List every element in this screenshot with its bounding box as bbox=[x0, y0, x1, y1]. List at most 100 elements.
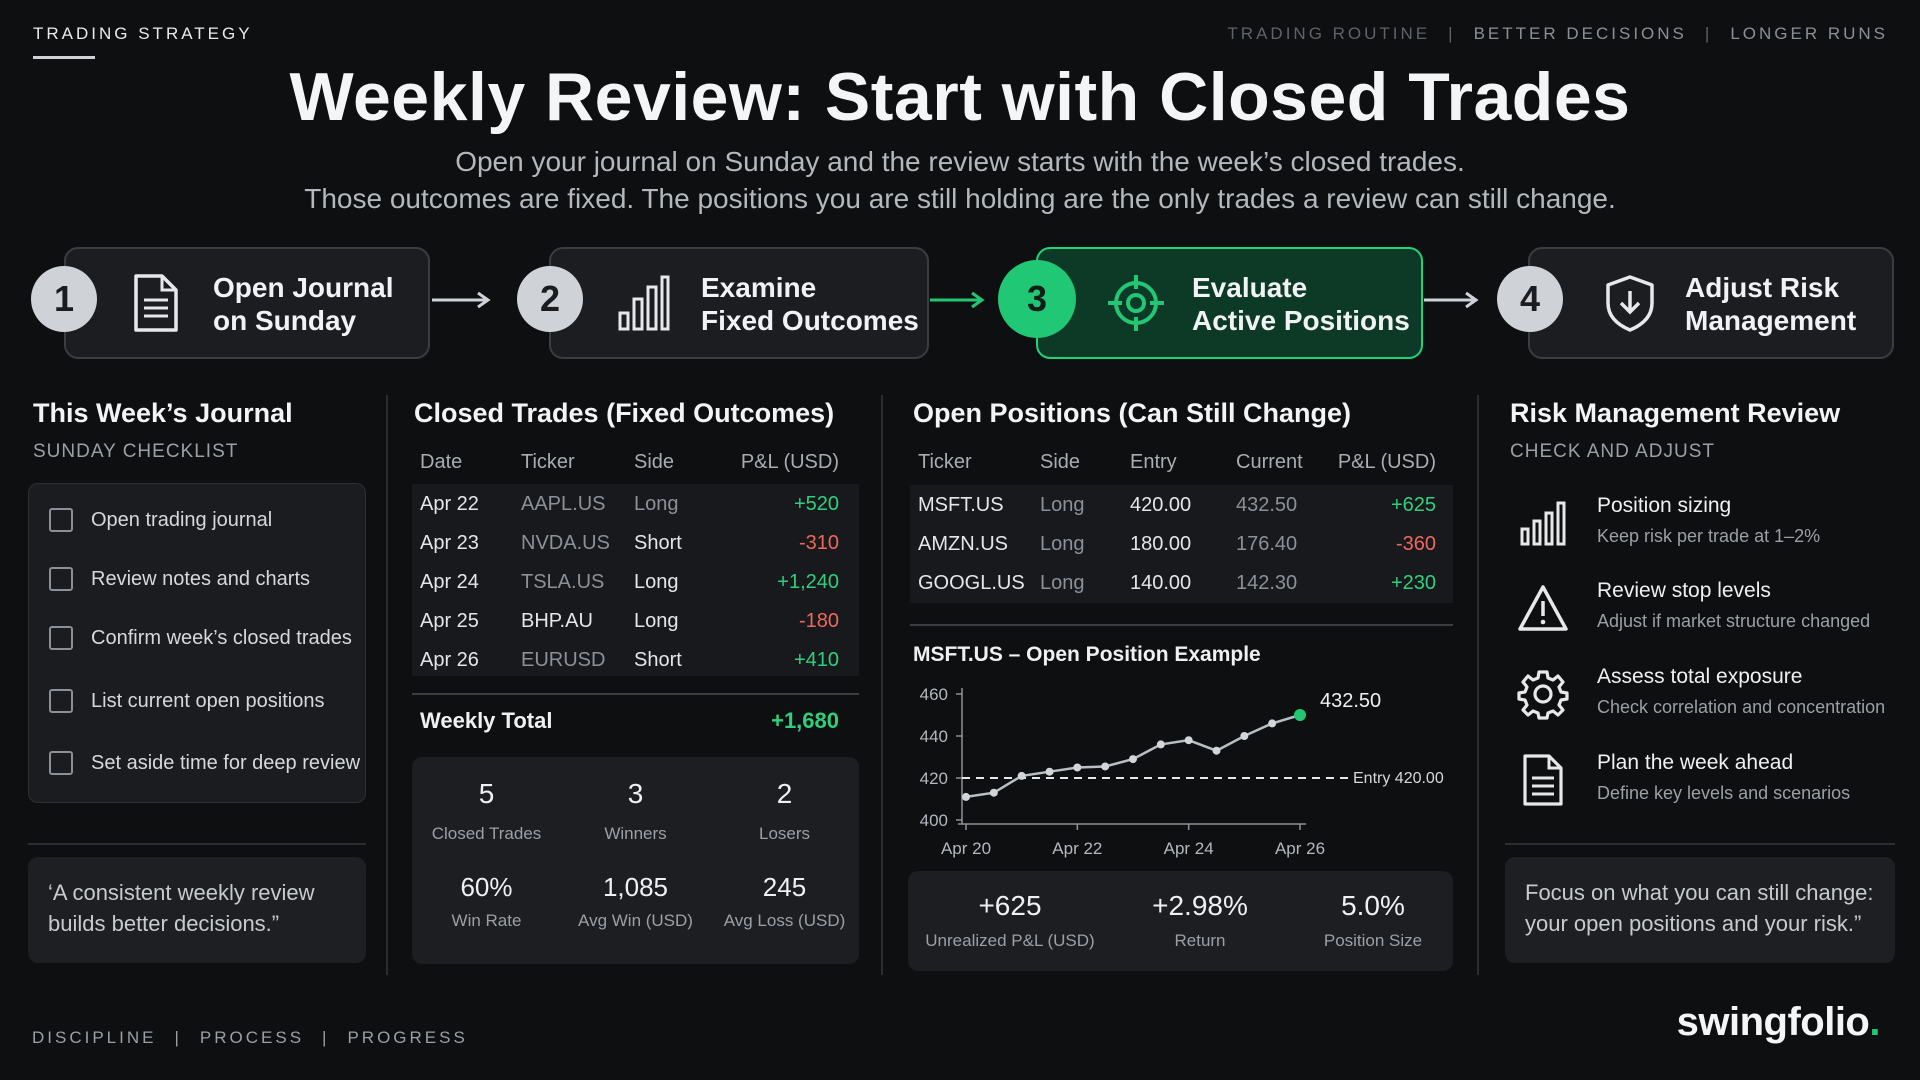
checklist-item[interactable]: Open trading journal bbox=[49, 508, 272, 532]
step-number-4: 4 bbox=[1497, 266, 1563, 332]
arrow-right-icon bbox=[432, 291, 491, 309]
warning-icon bbox=[1515, 580, 1571, 636]
column-divider bbox=[1477, 395, 1479, 975]
checkbox[interactable] bbox=[49, 508, 73, 532]
risk-item-title: Assess total exposure bbox=[1597, 665, 1803, 688]
side-cell: Long bbox=[1040, 533, 1085, 555]
column-divider bbox=[386, 395, 388, 975]
side-cell: Long bbox=[634, 493, 679, 515]
step-card-3 bbox=[1036, 247, 1423, 359]
brand-dot: . bbox=[1869, 1000, 1880, 1044]
journal-title: This Week’s Journal bbox=[33, 398, 293, 428]
date-cell: Apr 23 bbox=[420, 532, 479, 554]
document-icon bbox=[1515, 752, 1571, 808]
x-tick-label: Apr 22 bbox=[1052, 839, 1102, 858]
quote-line: builds better decisions.” bbox=[48, 911, 280, 936]
y-tick-label: 440 bbox=[920, 727, 948, 746]
risk-subtitle: CHECK AND ADJUST bbox=[1510, 441, 1715, 462]
gear-icon bbox=[1515, 666, 1571, 722]
y-tick-label: 420 bbox=[920, 769, 948, 788]
closed-trades-title: Closed Trades (Fixed Outcomes) bbox=[414, 398, 835, 428]
pnl-cell: +625 bbox=[1390, 494, 1436, 516]
quote-line: ‘A consistent weekly review bbox=[48, 880, 315, 905]
last-data-point bbox=[1294, 709, 1306, 721]
checklist-item[interactable]: Confirm week’s closed trades bbox=[49, 626, 352, 650]
step-number-1: 1 bbox=[31, 266, 97, 332]
checkbox[interactable] bbox=[49, 567, 73, 591]
data-point bbox=[1268, 719, 1277, 728]
entry-cell: 180.00 bbox=[1130, 533, 1192, 555]
column-header: P&L (USD) bbox=[1337, 451, 1436, 473]
step-card-2 bbox=[549, 247, 929, 359]
subtitle-line: Those outcomes are fixed. The positions … bbox=[304, 183, 1616, 214]
shield-check-icon bbox=[1600, 273, 1660, 333]
step-label-2: Examine Fixed Outcomes bbox=[701, 271, 919, 337]
brand-logo[interactable]: swingfolio. bbox=[1677, 1000, 1881, 1045]
stat-value: +2.98% bbox=[1152, 890, 1248, 921]
data-point bbox=[1045, 767, 1054, 776]
pnl-cell: +410 bbox=[793, 649, 839, 671]
checkbox[interactable] bbox=[49, 751, 73, 775]
last-value-label: 432.50 bbox=[1320, 690, 1381, 712]
side-cell: Long bbox=[634, 571, 679, 593]
step-label-1: Open Journal on Sunday bbox=[213, 271, 393, 337]
column-header: Current bbox=[1236, 451, 1303, 473]
risk-item-title: Review stop levels bbox=[1597, 579, 1771, 602]
data-point bbox=[1156, 740, 1165, 749]
ticker-cell: AAPL.US bbox=[521, 493, 606, 515]
arrow-right-icon bbox=[1424, 291, 1479, 309]
side-cell: Long bbox=[1040, 572, 1085, 594]
checkbox[interactable] bbox=[49, 626, 73, 650]
footer-separator: | bbox=[174, 1028, 182, 1047]
column-header: P&L (USD) bbox=[740, 451, 839, 473]
footer-separator: | bbox=[322, 1028, 330, 1047]
document-icon bbox=[125, 273, 185, 333]
risk-item-title: Plan the week ahead bbox=[1597, 751, 1794, 774]
data-point bbox=[1129, 755, 1137, 764]
column-header: Date bbox=[420, 451, 463, 473]
bar-chart-icon bbox=[614, 273, 674, 333]
bar-chart-icon bbox=[1515, 495, 1571, 551]
column-header: Ticker bbox=[521, 451, 575, 473]
top-nav-separator: | bbox=[1448, 24, 1456, 43]
page-subtitle: Open your journal on Sunday and the revi… bbox=[0, 143, 1920, 217]
step-label-3: Evaluate Active Positions bbox=[1192, 271, 1410, 337]
divider bbox=[910, 624, 1453, 626]
data-point bbox=[1073, 763, 1082, 772]
checklist-item-label: Set aside time for deep review bbox=[91, 751, 361, 774]
risk-item-desc: Adjust if market structure changed bbox=[1597, 611, 1871, 631]
divider bbox=[412, 693, 859, 695]
checkbox[interactable] bbox=[49, 689, 73, 713]
step-label-line: Fixed Outcomes bbox=[701, 305, 919, 336]
top-nav-separator: | bbox=[1704, 24, 1713, 43]
ticker-cell: NVDA.US bbox=[521, 532, 610, 554]
weekly-total-value: +1,680 bbox=[771, 708, 839, 733]
stat-label: Winners bbox=[604, 824, 667, 843]
y-tick-label: 400 bbox=[920, 811, 948, 830]
checklist-item[interactable]: Set aside time for deep review bbox=[49, 751, 360, 775]
x-tick-label: Apr 26 bbox=[1275, 839, 1325, 858]
risk-title: Risk Management Review bbox=[1510, 398, 1841, 428]
closed-stats-panel bbox=[412, 757, 859, 964]
y-tick-label: 460 bbox=[920, 685, 948, 704]
stat-value: 2 bbox=[776, 778, 793, 809]
pnl-cell: -310 bbox=[798, 532, 839, 554]
chart-title: MSFT.US – Open Position Example bbox=[913, 643, 1261, 666]
date-cell: Apr 26 bbox=[420, 649, 479, 671]
risk-quote: Focus on what you can still change: your… bbox=[1505, 857, 1895, 963]
arrow-right-icon bbox=[930, 291, 985, 309]
entry-label: Entry 420.00 bbox=[1353, 770, 1444, 787]
journal-quote: ‘A consistent weekly review builds bette… bbox=[28, 857, 366, 963]
ticker-cell: AMZN.US bbox=[918, 533, 1008, 555]
ticker-cell: MSFT.US bbox=[918, 494, 1004, 516]
risk-item-desc: Check correlation and concentration bbox=[1597, 697, 1886, 717]
current-cell: 432.50 bbox=[1236, 494, 1298, 516]
stat-label: Win Rate bbox=[451, 911, 522, 930]
data-point bbox=[1017, 771, 1026, 780]
data-point bbox=[962, 792, 970, 801]
pnl-cell: -360 bbox=[1395, 533, 1436, 555]
stat-value: 3 bbox=[627, 778, 644, 809]
checklist-item[interactable]: Review notes and charts bbox=[49, 567, 310, 591]
footer-item: PROGRESS bbox=[347, 1028, 468, 1047]
checklist-item[interactable]: List current open positions bbox=[49, 689, 324, 713]
